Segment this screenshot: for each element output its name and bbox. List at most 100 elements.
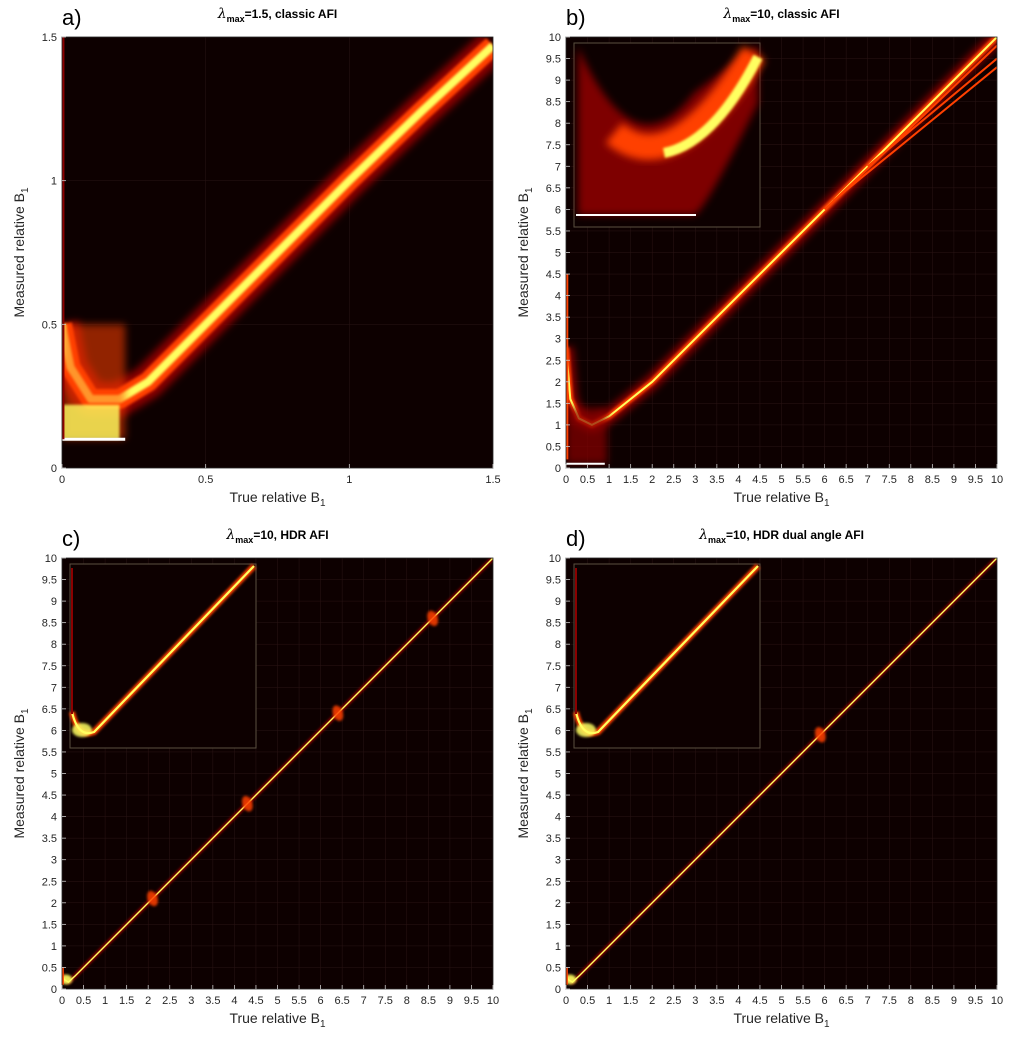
x-tick-label: 7 [361,995,367,1007]
x-tick-label: 0.5 [76,995,91,1007]
title-text: =10, classic AFI [750,7,839,21]
y-tick-label: 8 [51,639,57,651]
y-tick-label: 2.5 [546,355,561,367]
panel-title: λmax=10, classic AFI [722,6,839,24]
inset-low-region [72,723,92,737]
data-blob [147,890,158,907]
x-tick-label: 4.5 [752,474,767,486]
y-tick-label: 9 [555,596,561,608]
x-tick-label: 10 [991,474,1003,486]
y-tick-label: 7 [51,682,57,694]
x-tick-label: 8.5 [421,995,436,1007]
x-axis-label-sub: 1 [320,498,326,509]
x-tick-label: 3.5 [205,995,220,1007]
x-axis-label: True relative B1 [733,489,830,509]
y-tick-label: 5.5 [546,747,561,759]
y-tick-label: 6 [555,204,561,216]
y-tick-label: 10 [549,32,561,44]
x-tick-label: 5 [274,995,280,1007]
x-tick-label: 3.5 [709,995,724,1007]
x-tick-label: 9 [951,474,957,486]
data-blob [427,610,439,627]
x-tick-label: 5 [778,995,784,1007]
title-subscript: max [227,14,245,24]
heatmap-layer [566,37,997,468]
title-text: =10, HDR dual angle AFI [726,528,864,542]
y-tick-label: 2.5 [42,876,57,888]
y-axis-label-main: Measured relative B [515,714,531,839]
x-tick-label: 6.5 [839,995,854,1007]
x-tick-label: 7 [865,995,871,1007]
y-tick-label: 0.5 [546,441,561,453]
heatmap-layer [566,558,997,989]
y-tick-label: 1 [555,941,561,953]
y-tick-label: 9 [51,596,57,608]
x-tick-label: 0.5 [580,474,595,486]
x-tick-label: 7.5 [882,474,897,486]
heatmap-layer [62,37,493,468]
title-symbol: λ [217,6,227,22]
y-tick-label: 10 [45,553,57,565]
y-tick-label: 5.5 [546,226,561,238]
title-subscript: max [732,14,750,24]
y-tick-label: 4 [555,291,561,303]
x-tick-label: 5.5 [795,995,810,1007]
title-subscript: max [235,535,253,545]
title-symbol: λ [225,527,235,543]
data-blob [814,727,826,743]
x-tick-label: 5.5 [291,995,306,1007]
x-tick-label: 5 [778,474,784,486]
panel-letter: b) [566,5,586,30]
y-axis-label-sub: 1 [20,187,31,193]
x-tick-label: 2 [145,995,151,1007]
y-tick-label: 8.5 [546,618,561,630]
x-tick-label: 6 [318,995,324,1007]
y-tick-label: 8.5 [42,618,57,630]
x-axis-label-main: True relative B [733,1010,824,1026]
x-tick-label: 3 [188,995,194,1007]
y-tick-label: 2 [555,377,561,389]
panel-d: 0 0.5 1 1.5 2 2.5 3 3.5 4 4.5 5 5.5 6 6.5 7 7.5 8 8.5 9 9.5… [515,526,1003,1030]
y-tick-label: 6 [555,725,561,737]
x-axis-label-sub: 1 [824,498,830,509]
y-tick-label: 4.5 [42,790,57,802]
y-tick-label: 0.5 [42,319,57,331]
x-tick-label: 2 [649,995,655,1007]
x-tick-label: 10 [487,995,499,1007]
axes-box [61,36,494,469]
y-tick-label: 7.5 [546,661,561,673]
data-blob [241,795,253,812]
x-tick-label: 0 [59,995,65,1007]
panel-letter: a) [62,5,82,30]
y-tick-label: 1 [51,941,57,953]
y-tick-label: 2 [51,898,57,910]
data-branch [867,57,997,168]
x-tick-label: 0 [59,474,65,486]
x-axis-label-sub: 1 [824,1019,830,1030]
panel-letter: c) [62,526,80,551]
inset-heat-mid [605,46,766,160]
low-region [566,974,577,985]
title-symbol: λ [698,527,708,543]
x-tick-label: 2.5 [666,995,681,1007]
y-tick-label: 7 [555,682,561,694]
y-tick-label: 3 [555,855,561,867]
x-tick-label: 4.5 [248,995,263,1007]
x-tick-label: 9 [447,995,453,1007]
y-tick-label: 0.5 [42,962,57,974]
x-tick-label: 4 [231,995,237,1007]
y-tick-label: 9.5 [42,575,57,587]
x-tick-label: 9.5 [968,474,983,486]
y-tick-label: 1 [51,176,57,188]
x-tick-label: 1 [606,474,612,486]
y-tick-label: 0.5 [546,962,561,974]
title-text: =10, HDR AFI [253,528,328,542]
y-axis-label-sub: 1 [20,708,31,714]
x-tick-label: 7.5 [882,995,897,1007]
x-tick-label: 8.5 [925,474,940,486]
x-axis-label-main: True relative B [229,1010,320,1026]
x-tick-label: 6.5 [839,474,854,486]
low-region [566,407,607,464]
title-subscript: max [708,535,726,545]
